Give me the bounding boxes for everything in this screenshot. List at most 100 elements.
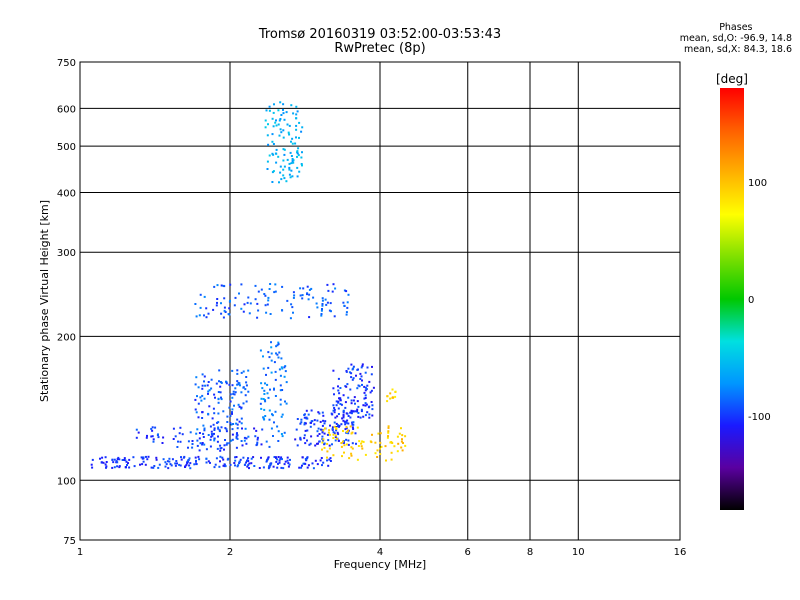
data-point <box>281 367 284 370</box>
data-point <box>347 432 350 435</box>
data-point <box>342 419 345 422</box>
data-point <box>356 408 359 411</box>
data-point <box>344 423 347 426</box>
data-point <box>270 427 273 430</box>
data-point <box>191 440 194 442</box>
data-point <box>295 117 298 120</box>
data-point <box>267 299 270 302</box>
data-point <box>357 415 360 418</box>
data-point <box>349 416 352 419</box>
data-point <box>267 396 270 399</box>
data-point <box>234 464 236 467</box>
data-point <box>344 401 347 404</box>
data-point <box>364 397 367 399</box>
data-point <box>139 463 141 466</box>
data-point <box>234 296 237 299</box>
data-point <box>279 374 282 377</box>
data-point <box>371 404 374 407</box>
data-point <box>327 431 330 434</box>
data-point <box>216 447 219 450</box>
data-point <box>364 386 367 389</box>
data-point <box>220 312 223 315</box>
x-tick-label: 8 <box>527 547 533 558</box>
data-point <box>177 440 179 443</box>
data-point <box>259 349 262 352</box>
data-point <box>347 396 350 399</box>
data-point <box>266 168 269 170</box>
data-point <box>280 415 283 418</box>
data-point <box>232 390 235 393</box>
data-point <box>292 159 295 162</box>
data-point <box>113 466 116 469</box>
data-point <box>397 442 400 445</box>
data-point <box>203 397 206 400</box>
data-point <box>288 463 291 466</box>
data-point <box>345 443 348 446</box>
y-tick-label: 300 <box>57 248 76 259</box>
data-point <box>212 308 215 311</box>
data-point <box>225 443 228 446</box>
data-point <box>202 436 205 438</box>
data-point <box>304 422 307 425</box>
data-point <box>169 463 172 466</box>
data-point <box>236 465 239 468</box>
data-point <box>267 123 269 126</box>
data-point <box>355 374 357 377</box>
data-point <box>335 404 338 407</box>
data-point <box>357 405 360 408</box>
data-point <box>228 442 231 445</box>
phase-statistics: Phases mean, sd,O: -96.9, 14.8 mean, sd,… <box>680 22 792 55</box>
data-point <box>223 448 225 451</box>
data-point <box>237 383 240 386</box>
data-point <box>228 307 231 310</box>
data-point <box>401 449 404 452</box>
data-point <box>282 148 285 151</box>
data-point <box>318 412 321 415</box>
stats-x-line: mean, sd,X: 84.3, 18.6 <box>683 44 792 55</box>
data-point <box>268 288 271 290</box>
data-point <box>187 446 189 449</box>
data-point <box>250 462 253 465</box>
data-point <box>299 422 302 425</box>
data-point <box>133 465 136 468</box>
data-point <box>124 459 127 462</box>
data-point <box>283 366 286 369</box>
data-point <box>189 462 192 465</box>
data-point <box>111 466 114 469</box>
data-point <box>299 287 302 290</box>
data-point <box>300 466 303 469</box>
data-point <box>320 309 323 312</box>
data-point <box>125 466 127 469</box>
data-point <box>346 301 349 304</box>
data-point <box>318 440 321 443</box>
data-point <box>321 448 323 451</box>
data-point <box>217 435 219 438</box>
data-point <box>275 460 278 463</box>
data-point <box>371 433 373 436</box>
data-point <box>204 384 207 387</box>
data-point <box>290 169 293 172</box>
data-point <box>268 105 271 108</box>
data-point <box>275 148 278 151</box>
data-point <box>277 462 279 465</box>
y-tick-label: 400 <box>57 188 76 199</box>
data-point <box>188 464 191 467</box>
data-point <box>276 344 279 347</box>
data-point <box>199 442 202 445</box>
data-point <box>273 103 275 106</box>
data-point <box>214 396 216 399</box>
data-point <box>254 298 257 301</box>
data-point <box>302 287 305 290</box>
data-point <box>333 411 336 414</box>
data-point <box>255 444 258 447</box>
data-point <box>368 413 371 416</box>
data-point <box>285 180 288 183</box>
data-point <box>315 302 318 305</box>
data-point <box>301 126 304 129</box>
data-point <box>263 408 266 411</box>
data-point <box>126 464 128 466</box>
data-point <box>250 457 253 460</box>
data-point <box>197 416 200 419</box>
data-point <box>247 457 250 460</box>
